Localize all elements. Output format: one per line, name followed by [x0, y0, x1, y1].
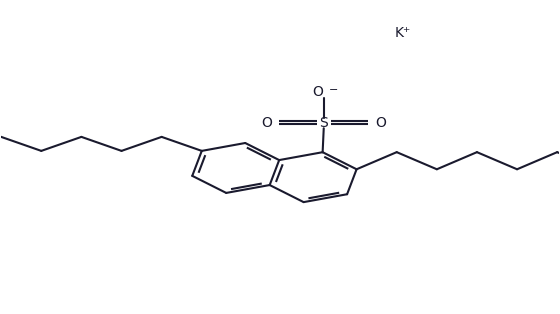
Text: S: S — [319, 116, 328, 130]
Text: −: − — [329, 85, 338, 95]
Text: O: O — [262, 116, 272, 130]
Text: O: O — [375, 116, 386, 130]
Text: O: O — [312, 84, 324, 99]
Text: K⁺: K⁺ — [394, 25, 410, 40]
